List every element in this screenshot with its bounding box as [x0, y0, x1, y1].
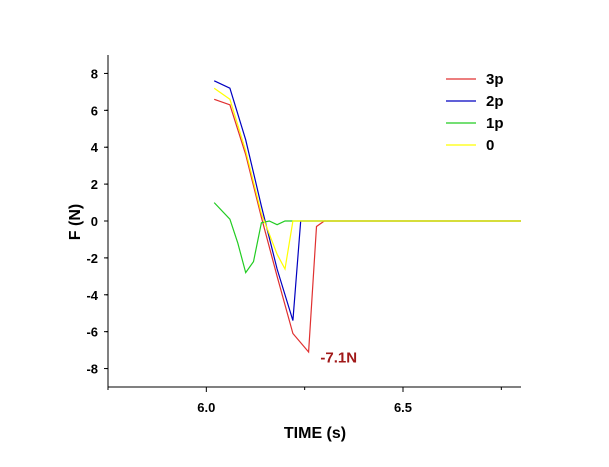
series-line-1p [213, 202, 521, 274]
annotation-label: -7.1N [320, 349, 357, 366]
series-line-3p [214, 98, 521, 354]
y-axis-ticks: -8 -6 -4 -2 0 2 4 6 8 [86, 66, 108, 377]
x-axis-ticks: 6.0 6.5 [107, 387, 502, 415]
y-tick-label: 0 [91, 214, 98, 229]
x-tick-label: 6.0 [197, 400, 215, 415]
y-tick-label: 2 [91, 177, 98, 192]
y-tick-label: 4 [91, 140, 99, 155]
y-tick-label: -6 [86, 325, 98, 340]
series-lines [213, 80, 521, 354]
x-tick-label: 6.5 [394, 400, 412, 415]
y-tick-label: 6 [91, 103, 98, 118]
legend: 3p 2p 1p 0 [446, 71, 504, 154]
legend-label-1p: 1p [486, 115, 504, 132]
legend-label-3p: 3p [486, 71, 504, 88]
annotations: -7.1N [320, 349, 357, 366]
legend-label-2p: 2p [486, 93, 504, 110]
series-line-2p [213, 80, 521, 321]
y-tick-label: -8 [86, 362, 98, 377]
y-axis-title: F (N) [67, 204, 84, 240]
legend-label-0: 0 [486, 137, 494, 154]
y-tick-label: -2 [86, 251, 98, 266]
series-line-0 [213, 87, 521, 271]
y-tick-label: 8 [91, 66, 98, 81]
x-axis-title: TIME (s) [284, 425, 346, 442]
y-tick-label: -4 [86, 288, 98, 303]
